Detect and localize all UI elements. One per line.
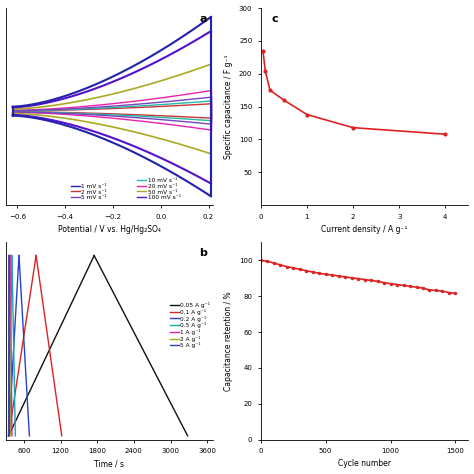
X-axis label: Potential / V vs. Hg/Hg₂SO₄: Potential / V vs. Hg/Hg₂SO₄ <box>58 225 161 234</box>
Legend: 0.05 A g⁻¹, 0.1 A g⁻¹, 0.2 A g⁻¹, 0.5 A g⁻¹, 1 A g⁻¹, 2 A g⁻¹, 5 A g⁻¹: 0.05 A g⁻¹, 0.1 A g⁻¹, 0.2 A g⁻¹, 0.5 A … <box>170 302 210 348</box>
Y-axis label: Specific capacitance / F g⁻¹: Specific capacitance / F g⁻¹ <box>224 55 233 159</box>
Text: b: b <box>199 248 207 258</box>
Legend: 10 mV s⁻¹, 20 mV s⁻¹, 50 mV s⁻¹, 100 mV s⁻¹: 10 mV s⁻¹, 20 mV s⁻¹, 50 mV s⁻¹, 100 mV … <box>137 178 181 201</box>
Text: a: a <box>200 14 207 24</box>
X-axis label: Time / s: Time / s <box>94 459 124 468</box>
Text: c: c <box>271 14 278 24</box>
Y-axis label: Capacitance retention / %: Capacitance retention / % <box>224 291 233 391</box>
X-axis label: Current density / A g⁻¹: Current density / A g⁻¹ <box>321 225 408 234</box>
X-axis label: Cycle number: Cycle number <box>338 459 391 468</box>
